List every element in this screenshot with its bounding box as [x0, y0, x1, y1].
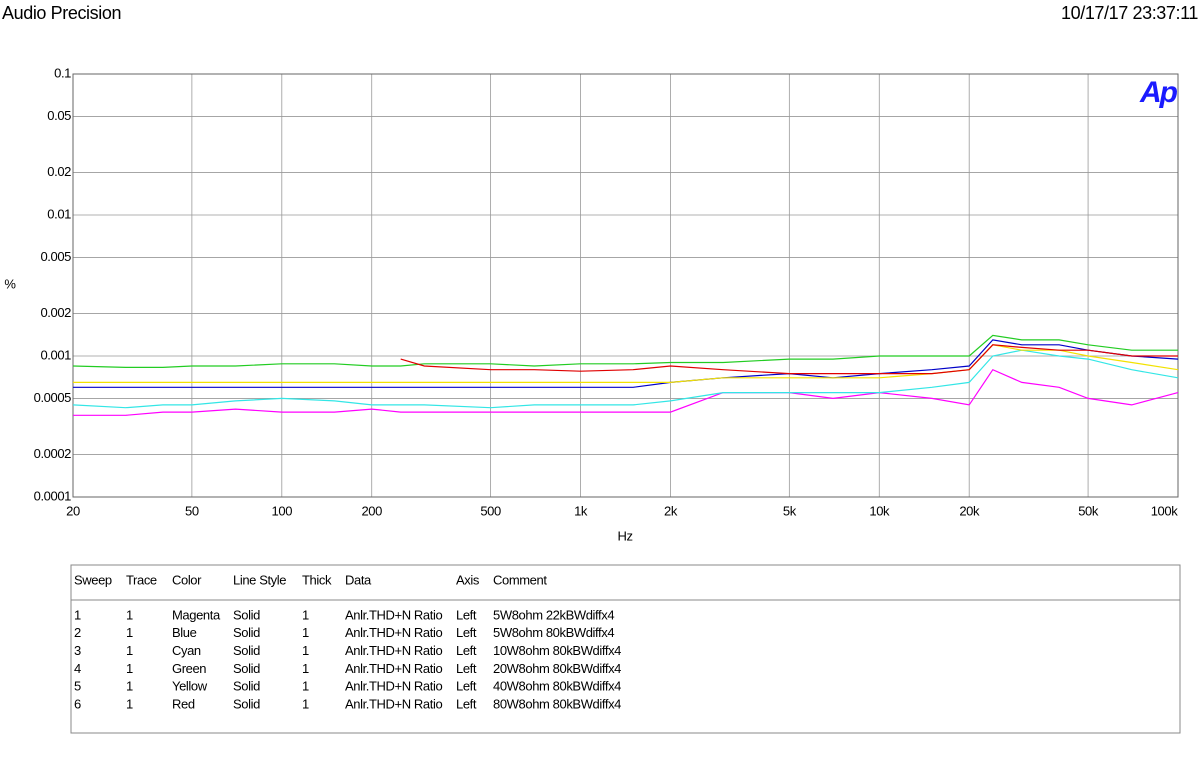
- legend-cell: 1: [302, 625, 309, 640]
- x-tick-label: 200: [361, 503, 382, 518]
- x-axis-label: Hz: [617, 528, 632, 543]
- y-tick-label: 0.002: [40, 305, 71, 320]
- legend-cell: Left: [456, 643, 477, 658]
- legend-cell: 1: [126, 661, 133, 676]
- series-line: [73, 368, 1179, 416]
- legend-column-header: Comment: [493, 572, 547, 587]
- legend-box: [70, 564, 1181, 734]
- legend-cell: 3: [74, 643, 81, 658]
- x-tick-label: 50k: [1078, 503, 1099, 518]
- legend-cell: Solid: [233, 679, 260, 694]
- x-tick-label: 2k: [664, 503, 678, 518]
- y-tick-label: 0.02: [47, 164, 71, 179]
- legend-cell: Anlr.THD+N Ratio: [345, 661, 442, 676]
- x-tick-label: 500: [480, 503, 501, 518]
- x-tick-label: 1k: [574, 503, 588, 518]
- legend-cell: Solid: [233, 607, 260, 622]
- legend-cell: Anlr.THD+N Ratio: [345, 679, 442, 694]
- y-tick-label: 0.05: [47, 108, 71, 123]
- legend-cell: 1: [126, 625, 133, 640]
- legend-cell: 1: [302, 696, 309, 711]
- legend-cell: 1: [126, 696, 133, 711]
- legend-cell: Left: [456, 607, 477, 622]
- legend-cell: 6: [74, 696, 81, 711]
- legend-comment: 5W8ohm 22kBWdiffx4: [493, 607, 614, 622]
- legend-cell: Solid: [233, 661, 260, 676]
- legend-cell: Anlr.THD+N Ratio: [345, 643, 442, 658]
- legend-column-header: Axis: [456, 572, 480, 587]
- legend-column-header: Data: [345, 572, 372, 587]
- legend-cell: Left: [456, 661, 477, 676]
- y-tick-label: 0.0002: [34, 446, 72, 461]
- legend-cell: Solid: [233, 643, 260, 658]
- legend-comment: 5W8ohm 80kBWdiffx4: [493, 625, 614, 640]
- x-tick-label: 10k: [869, 503, 890, 518]
- series-line: [400, 344, 1178, 375]
- legend-cell: 1: [302, 607, 309, 622]
- plot-frame: [72, 73, 1179, 498]
- x-tick-label: 5k: [783, 503, 797, 518]
- legend-column-header: Color: [172, 572, 202, 587]
- legend-cell: Left: [456, 679, 477, 694]
- legend-cell: Red: [172, 696, 195, 711]
- legend-cell: 1: [126, 643, 133, 658]
- legend-cell: Solid: [233, 696, 260, 711]
- series-line: [73, 344, 1179, 383]
- y-tick-label: 0.0001: [34, 488, 72, 503]
- y-tick-label: 0.01: [47, 206, 71, 221]
- legend-cell: 2: [74, 625, 81, 640]
- legend-cell: Cyan: [172, 643, 201, 658]
- x-tick-label: 20k: [959, 503, 980, 518]
- y-axis-label: %: [4, 276, 16, 291]
- y-tick-label: 0.0005: [34, 390, 72, 405]
- timestamp: 10/17/17 23:37:11: [1061, 3, 1198, 23]
- legend-cell: Yellow: [172, 679, 208, 694]
- series-line: [73, 339, 1179, 388]
- legend-cell: Left: [456, 625, 477, 640]
- header-title: Audio Precision: [2, 3, 121, 23]
- x-tick-label: 100k: [1151, 503, 1178, 518]
- legend-cell: Anlr.THD+N Ratio: [345, 607, 442, 622]
- legend-cell: Solid: [233, 625, 260, 640]
- legend-cell: 1: [302, 679, 309, 694]
- legend-comment: 80W8ohm 80kBWdiffx4: [493, 696, 621, 711]
- y-tick-label: 0.001: [40, 347, 71, 362]
- legend-cell: Magenta: [172, 607, 221, 622]
- x-tick-label: 50: [185, 503, 199, 518]
- legend-column-header: Sweep: [74, 572, 112, 587]
- legend-cell: Green: [172, 661, 206, 676]
- legend-cell: Anlr.THD+N Ratio: [345, 696, 442, 711]
- legend-cell: 4: [74, 661, 81, 676]
- legend-cell: 1: [74, 607, 81, 622]
- legend-cell: 1: [126, 679, 133, 694]
- legend-cell: 1: [302, 643, 309, 658]
- x-tick-label: 100: [272, 503, 293, 518]
- legend-cell: Anlr.THD+N Ratio: [345, 625, 442, 640]
- series-line: [72, 349, 1179, 409]
- legend-column-header: Trace: [126, 572, 157, 587]
- x-tick-label: 20: [66, 503, 80, 518]
- legend-comment: 40W8ohm 80kBWdiffx4: [493, 679, 621, 694]
- legend-cell: 1: [126, 607, 133, 622]
- legend-cell: Left: [456, 696, 477, 711]
- series-line: [72, 334, 1178, 368]
- legend-column-header: Line Style: [233, 572, 286, 587]
- legend-column-header: Thick: [302, 572, 332, 587]
- logo: Ap: [1139, 76, 1178, 109]
- legend-cell: 1: [302, 661, 309, 676]
- y-tick-label: 0.005: [40, 249, 71, 264]
- y-tick-label: 0.1: [54, 65, 71, 80]
- legend-comment: 10W8ohm 80kBWdiffx4: [493, 643, 621, 658]
- legend-comment: 20W8ohm 80kBWdiffx4: [493, 661, 621, 676]
- legend-cell: 5: [74, 679, 81, 694]
- legend-cell: Blue: [172, 625, 197, 640]
